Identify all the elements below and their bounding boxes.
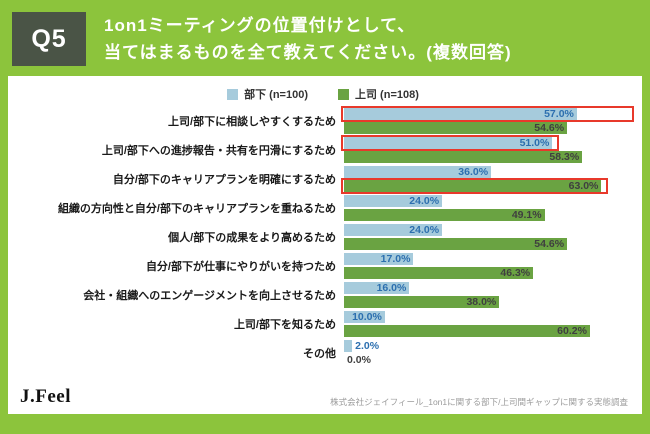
category-label: 会社・組織へのエンゲージメントを向上させるため <box>83 290 336 303</box>
bar-track: 36.0% <box>344 166 630 179</box>
bar-boss: 49.1% <box>344 209 545 222</box>
bar-track: 24.0% <box>344 195 630 208</box>
bar-track: 60.2% <box>344 325 630 338</box>
chart-row: 自分/部下が仕事にやりがいを持つため 17.0% 46.3% <box>16 253 630 280</box>
bar-value-label: 54.6% <box>534 238 565 251</box>
boss-swatch-icon <box>338 88 349 100</box>
bar-boss: 38.0% <box>344 296 500 309</box>
bar-group: 10.0% 60.2% <box>344 311 630 338</box>
bar-track: 24.0% <box>344 224 630 237</box>
bar-subordinate: 36.0% <box>344 166 492 179</box>
bar-track: 17.0% <box>344 253 630 266</box>
chart-row: 上司/部下に相談しやすくするため 57.0% 54.6% <box>16 106 634 135</box>
category-label: 上司/部下を知るため <box>233 319 336 332</box>
bar-value-label: 63.0% <box>568 180 599 193</box>
bar-group: 36.0% 63.0% <box>341 166 630 195</box>
bar-subordinate: 24.0% <box>344 195 443 208</box>
bar-boss: 54.6% <box>344 238 568 251</box>
bar-track: 54.6% <box>344 122 630 135</box>
chart-row: 上司/部下を知るため 10.0% 60.2% <box>16 311 630 338</box>
category-label: 自分/部下が仕事にやりがいを持つため <box>145 261 336 274</box>
category-label: 組織の方向性と自分/部下のキャリアプランを重ねるため <box>57 203 336 216</box>
bar-boss: 63.0% <box>344 180 602 193</box>
chart-row: 会社・組織へのエンゲージメントを向上させるため 16.0% 38.0% <box>16 282 630 309</box>
bar-value-label: 36.0% <box>458 166 489 179</box>
bar-group: 24.0% 54.6% <box>344 224 630 251</box>
bar-group: 16.0% 38.0% <box>344 282 630 309</box>
bar-value-label: 0.0% <box>347 354 371 367</box>
bar-value-label: 51.0% <box>519 137 550 150</box>
bar-boss: 54.6% <box>344 122 568 135</box>
bar-track: 0.0% <box>344 354 630 366</box>
legend-label-subordinate: 部下 (n=100) <box>244 89 308 102</box>
category-label: 自分/部下のキャリアプランを明確にするため <box>112 174 336 187</box>
chart-row: 組織の方向性と自分/部下のキャリアプランを重ねるため 24.0% 49.1% <box>16 195 630 222</box>
bar-track: 51.0% <box>341 135 630 152</box>
bar-boss: 58.3% <box>344 151 583 164</box>
question-title: 1on1ミーティングの位置付けとして、 当てはまるものを全て教えてください。(複… <box>104 12 512 66</box>
question-header: Q5 1on1ミーティングの位置付けとして、 当てはまるものを全て教えてください… <box>0 0 650 76</box>
bar-value-label: 17.0% <box>380 253 411 266</box>
bar-value-label: 16.0% <box>376 282 407 295</box>
bar-boss: 46.3% <box>344 267 534 280</box>
bar-track: 54.6% <box>344 238 630 251</box>
bar-track: 63.0% <box>341 178 630 195</box>
bar-value-label: 2.0% <box>355 340 380 353</box>
bar-track: 38.0% <box>344 296 630 309</box>
bar-subordinate: 51.0% <box>344 137 553 150</box>
bar-track: 10.0% <box>344 311 630 324</box>
question-title-line1: 1on1ミーティングの位置付けとして、 <box>104 16 416 35</box>
bar-group: 24.0% 49.1% <box>344 195 630 222</box>
subordinate-swatch-icon <box>227 88 239 100</box>
bar-value-label: 57.0% <box>544 108 574 121</box>
bar-group: 57.0% 54.6% <box>341 106 634 135</box>
bar-value-label: 46.3% <box>500 267 531 280</box>
bar-value-label: 24.0% <box>409 195 440 208</box>
chart-card: 部下 (n=100) 上司 (n=108) 上司/部下に相談しやすくするため 57… <box>8 76 642 415</box>
chart-row: その他 2.0% 0.0% <box>16 340 630 366</box>
question-number-badge: Q5 <box>12 12 86 67</box>
bar-subordinate: 17.0% <box>344 253 414 266</box>
bar-subordinate: 57.0% <box>344 108 577 121</box>
bar-track: 58.3% <box>344 151 630 164</box>
legend-item-boss: 上司 (n=108) <box>338 86 419 102</box>
bar-value-label: 49.1% <box>511 209 542 222</box>
bar-value-label: 58.3% <box>549 151 580 164</box>
bar-track: 57.0% <box>341 106 634 123</box>
bar-group: 17.0% 46.3% <box>344 253 630 280</box>
legend-label-boss: 上司 (n=108) <box>355 89 419 102</box>
bar-subordinate: 24.0% <box>344 224 443 237</box>
question-title-line2: 当てはまるものを全て教えてください。(複数回答) <box>104 43 512 63</box>
bar-value-label: 10.0% <box>352 311 382 324</box>
bar-subordinate: 10.0% <box>344 311 385 324</box>
legend-item-subordinate: 部下 (n=100) <box>227 86 308 102</box>
bar-value-label: 38.0% <box>466 296 497 309</box>
category-label: 個人/部下の成果をより高めるため <box>168 232 336 245</box>
bar-track: 16.0% <box>344 282 630 295</box>
bar-track: 49.1% <box>344 209 630 222</box>
bar-group: 2.0% 0.0% <box>344 340 630 366</box>
category-label: 上司/部下に相談しやすくするため <box>168 116 336 129</box>
chart-legend: 部下 (n=100) 上司 (n=108) <box>16 82 630 106</box>
jfeel-logo: J.Feel <box>20 386 72 408</box>
bar-subordinate <box>344 340 353 353</box>
chart-row: 個人/部下の成果をより高めるため 24.0% 54.6% <box>16 224 630 251</box>
chart-row: 上司/部下への進捗報告・共有を円滑にするため 51.0% 58.3% <box>16 135 630 164</box>
bar-value-label: 54.6% <box>534 122 565 135</box>
bar-value-label: 24.0% <box>409 224 440 237</box>
source-note: 株式会社ジェイフィール_1on1に関する部下/上司間ギャップに関する実態調査 <box>330 397 628 408</box>
bar-boss: 60.2% <box>344 325 590 338</box>
bar-subordinate: 16.0% <box>344 282 410 295</box>
bar-value-label: 60.2% <box>557 325 587 338</box>
card-footer: J.Feel 株式会社ジェイフィール_1on1に関する部下/上司間ギャップに関す… <box>16 370 630 410</box>
category-label: 上司/部下への進捗報告・共有を円滑にするため <box>101 145 336 158</box>
category-label: その他 <box>303 348 336 361</box>
bar-chart: 上司/部下に相談しやすくするため 57.0% 54.6% 上司/部下への進捗報告・共有… <box>16 106 634 370</box>
bar-track: 2.0% <box>344 340 630 353</box>
bar-group: 51.0% 58.3% <box>341 135 630 164</box>
bar-track: 46.3% <box>344 267 630 280</box>
chart-row: 自分/部下のキャリアプランを明確にするため 36.0% 63.0% <box>16 166 630 195</box>
